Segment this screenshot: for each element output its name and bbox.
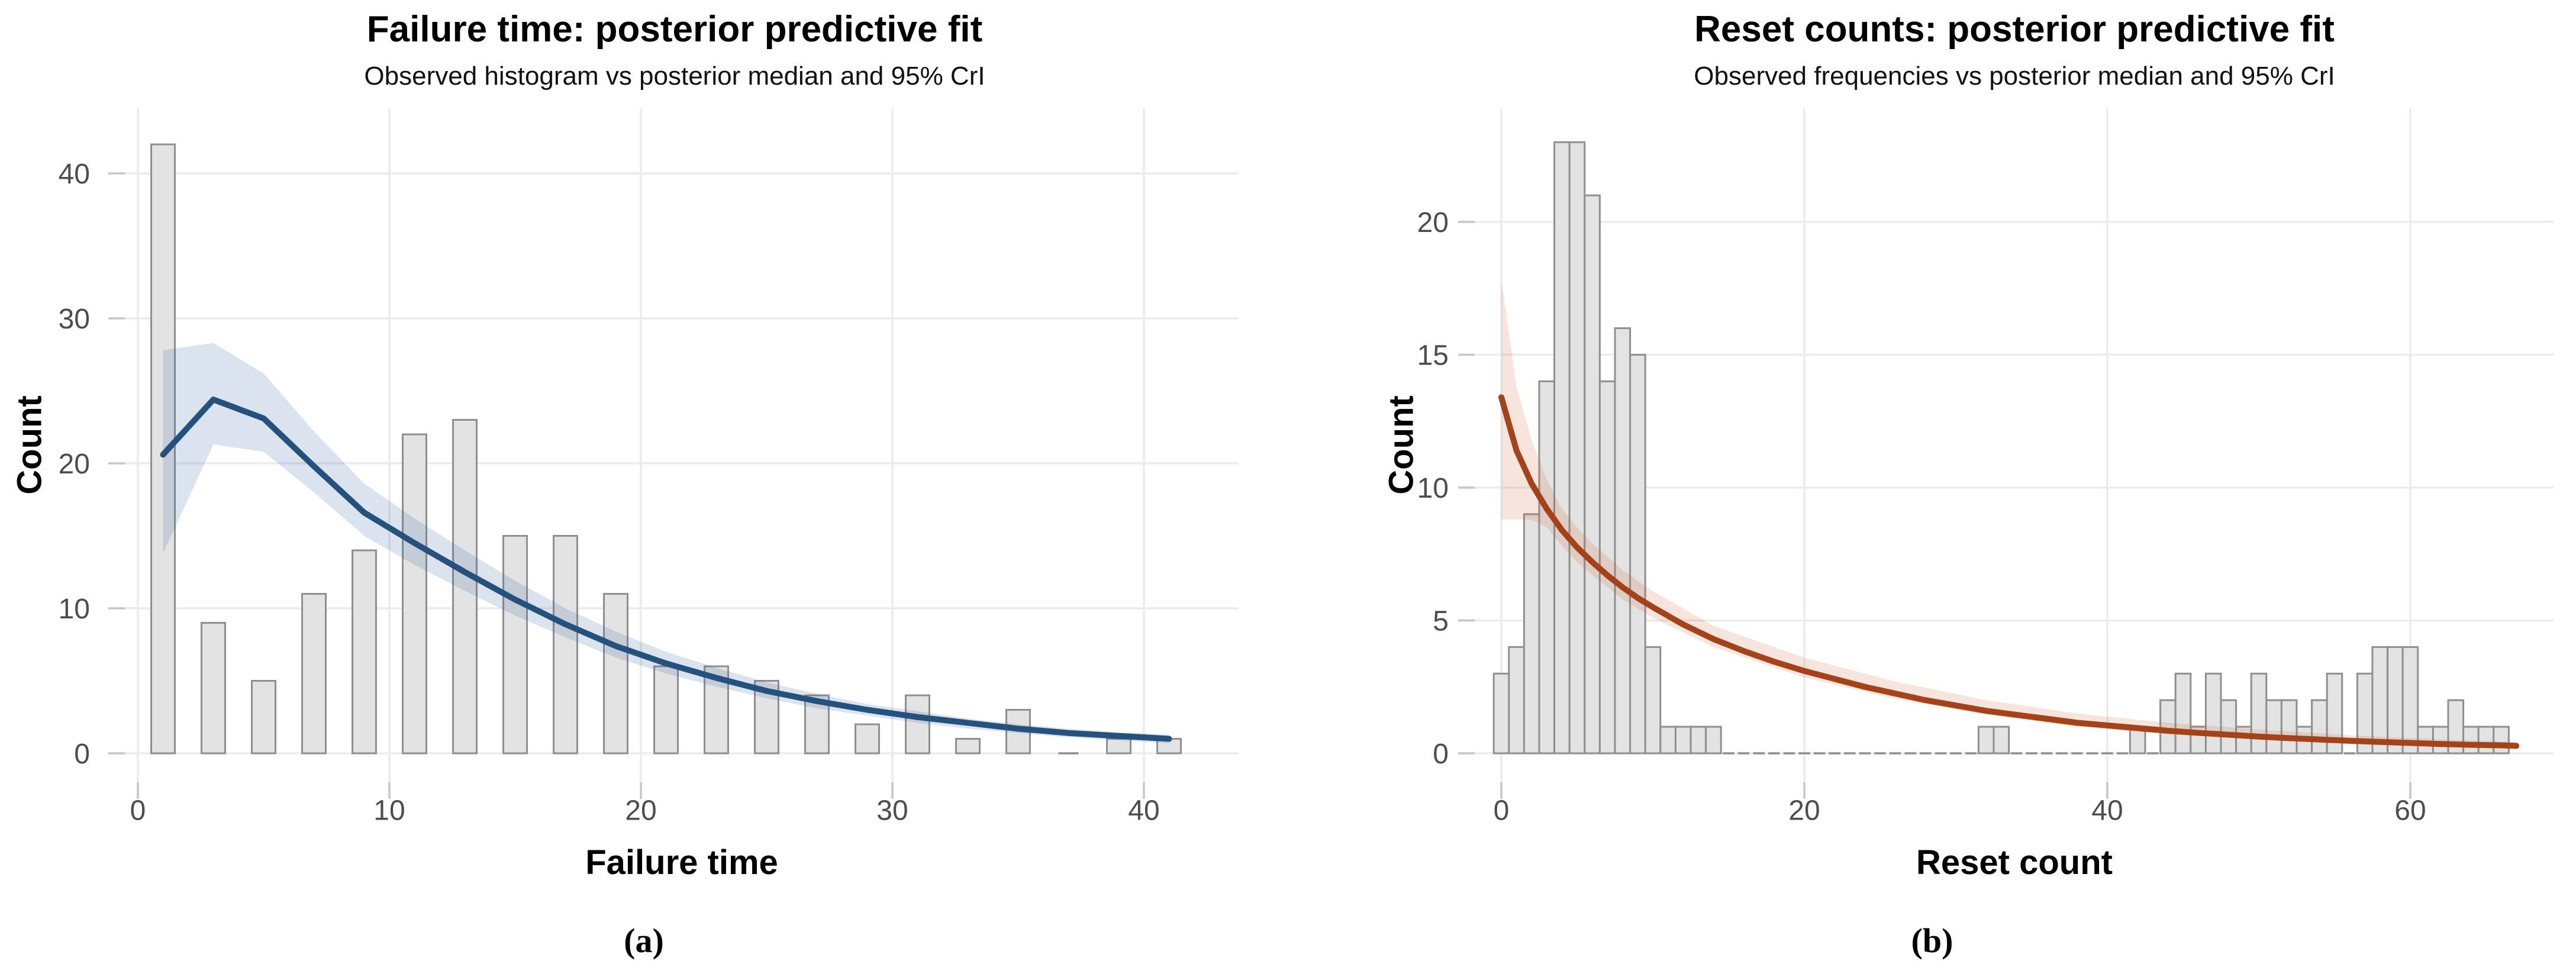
x-tick-label: 60	[2394, 795, 2426, 827]
panel-b-xlabel: Reset count	[1916, 843, 2113, 882]
histogram-bar	[2493, 726, 2510, 754]
histogram-bar	[1977, 726, 1995, 754]
histogram-bar	[2250, 672, 2268, 754]
panel-b-caption: (b)	[1911, 921, 1953, 960]
histogram-bar	[1993, 726, 2010, 754]
histogram-bar	[2265, 699, 2282, 754]
histogram-bar	[2159, 699, 2177, 754]
panel-a-subtitle: Observed histogram vs posterior median a…	[364, 62, 985, 91]
histogram-bar	[2174, 672, 2192, 754]
histogram-bar	[1690, 726, 1707, 754]
panel-a-caption: (a)	[624, 921, 664, 960]
x-tick-label: 40	[2091, 795, 2123, 827]
histogram-bar	[1106, 738, 1131, 754]
histogram-bar	[855, 723, 880, 754]
histogram-bar	[2235, 726, 2252, 754]
histogram-bar	[603, 593, 628, 754]
x-tick-label: 10	[373, 795, 405, 827]
panel-b-ylabel: Count	[1382, 395, 1421, 495]
histogram-bar	[1614, 327, 1632, 754]
histogram-bar	[2280, 699, 2298, 754]
histogram-bar	[1629, 354, 1646, 754]
x-tick-label: 0	[130, 795, 146, 827]
histogram-bar	[1644, 646, 1662, 754]
histogram-bar	[1659, 726, 1677, 754]
posterior-median-line	[1498, 394, 2520, 749]
histogram-bar	[1674, 726, 1692, 754]
x-tick-label: 30	[876, 795, 908, 827]
panel-a-xlabel: Failure time	[585, 843, 778, 882]
histogram-bar	[1538, 380, 1556, 754]
x-tick-label: 0	[1494, 795, 1510, 827]
histogram-bar	[301, 593, 327, 754]
histogram-bar	[1492, 672, 1510, 754]
histogram-bar	[502, 535, 528, 754]
y-tick-label: 5	[1433, 606, 1449, 637]
histogram-bar	[1523, 513, 1540, 754]
histogram-bar	[150, 143, 176, 754]
histogram-bar	[2477, 726, 2495, 754]
histogram-bar	[1508, 646, 1525, 754]
histogram-bar	[2432, 726, 2449, 754]
histogram-bar	[402, 433, 427, 754]
x-tick-label: 40	[1128, 795, 1159, 827]
histogram-bar	[1553, 141, 1571, 754]
y-tick-label: 20	[59, 449, 90, 480]
y-tick-label: 0	[74, 739, 90, 770]
histogram-bar	[1705, 726, 1722, 754]
histogram-bar	[1584, 194, 1601, 754]
histogram-bar	[1568, 141, 1586, 754]
histogram-bar	[352, 549, 377, 754]
y-tick-label: 10	[59, 594, 90, 625]
y-tick-label: 15	[1417, 340, 1449, 372]
histogram-bar	[201, 622, 226, 754]
y-tick-label: 40	[59, 159, 90, 190]
panel-a-ylabel: Count	[10, 395, 49, 495]
histogram-bar	[653, 665, 679, 754]
panel-a-title: Failure time: posterior predictive fit	[366, 9, 983, 50]
histogram-bar	[251, 680, 276, 754]
histogram-bar	[2371, 646, 2389, 754]
y-tick-label: 20	[1417, 207, 1449, 238]
y-tick-label: 30	[59, 304, 90, 335]
histogram-bar	[905, 694, 930, 754]
histogram-bar	[452, 419, 478, 754]
y-tick-label: 10	[1417, 473, 1449, 504]
histogram-bar	[955, 738, 981, 754]
histogram-bar	[2401, 646, 2419, 754]
histogram-bar	[2220, 699, 2238, 754]
histogram-bar	[754, 680, 779, 754]
panel-b-subtitle: Observed frequencies vs posterior median…	[1694, 62, 2335, 91]
histogram-bar	[2311, 699, 2328, 754]
x-tick-label: 20	[1788, 795, 1820, 827]
y-tick-label: 0	[1433, 739, 1449, 770]
posterior-median-line	[160, 396, 1172, 742]
panel-b-title: Reset counts: posterior predictive fit	[1694, 9, 2335, 50]
histogram-bar	[553, 535, 578, 754]
histogram-bar	[2204, 672, 2222, 754]
histogram-bar	[2462, 726, 2480, 754]
x-tick-label: 20	[625, 795, 656, 827]
